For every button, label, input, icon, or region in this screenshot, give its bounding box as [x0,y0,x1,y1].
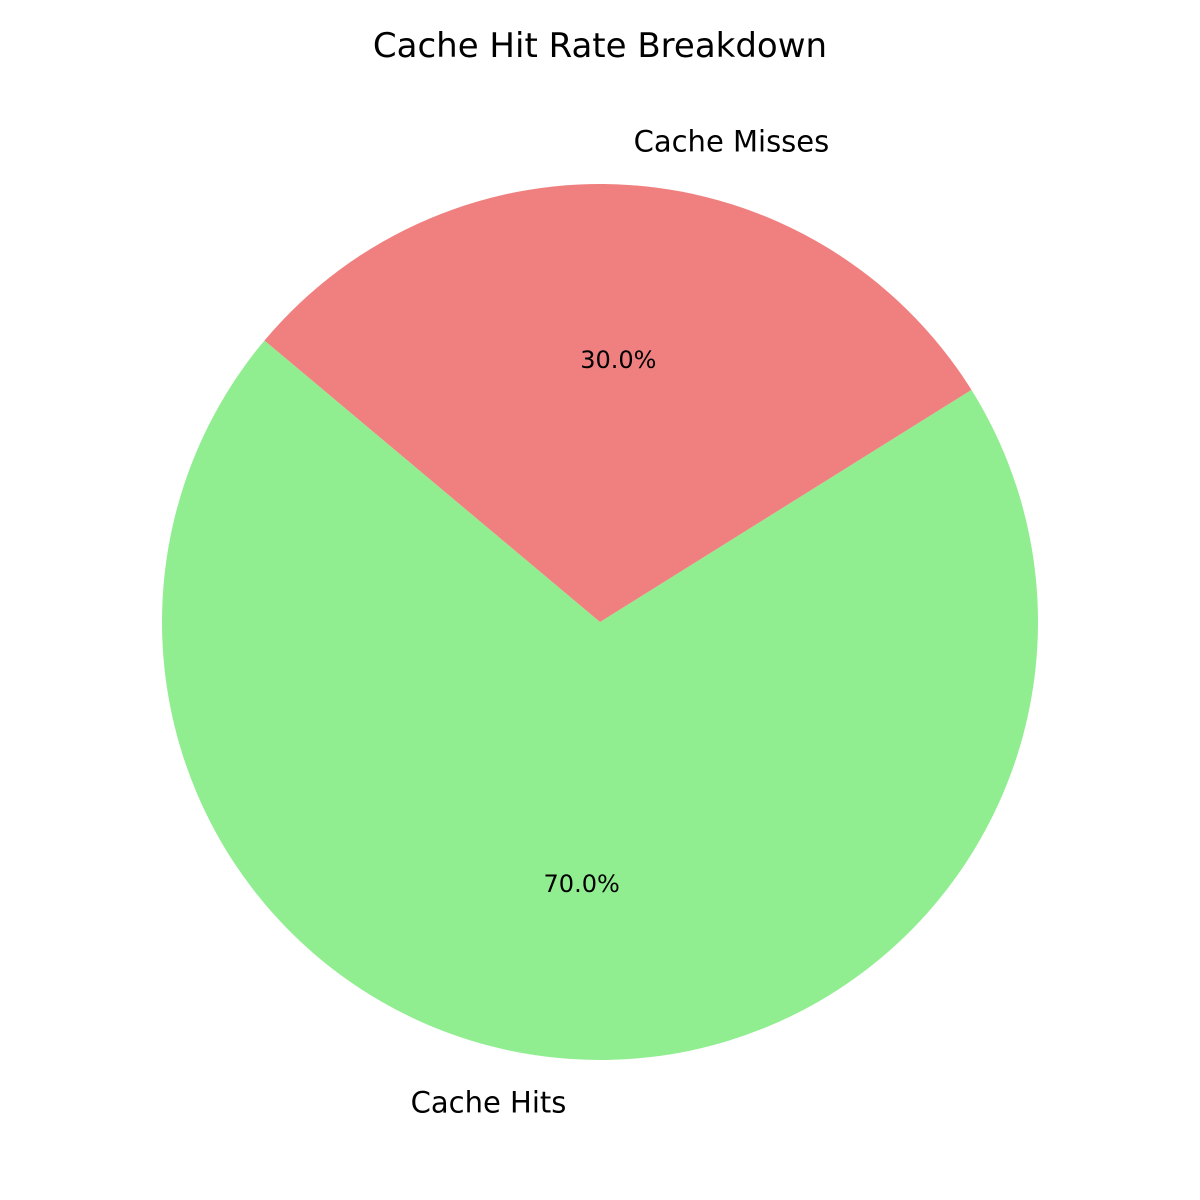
pie-labels: Cache Hits 70.0% Cache Misses 30.0% [411,124,830,1119]
slice-label-cache-hits: Cache Hits [411,1086,567,1120]
slice-percent-cache-hits: 70.0% [544,870,620,898]
slice-label-cache-misses: Cache Misses [634,124,830,158]
pie-slices [162,184,1039,1061]
chart-title: Cache Hit Rate Breakdown [373,26,827,66]
pie-slice-cache-misses [264,184,972,623]
pie-slice-cache-hits [162,340,1039,1061]
slice-percent-cache-misses: 30.0% [580,346,656,374]
